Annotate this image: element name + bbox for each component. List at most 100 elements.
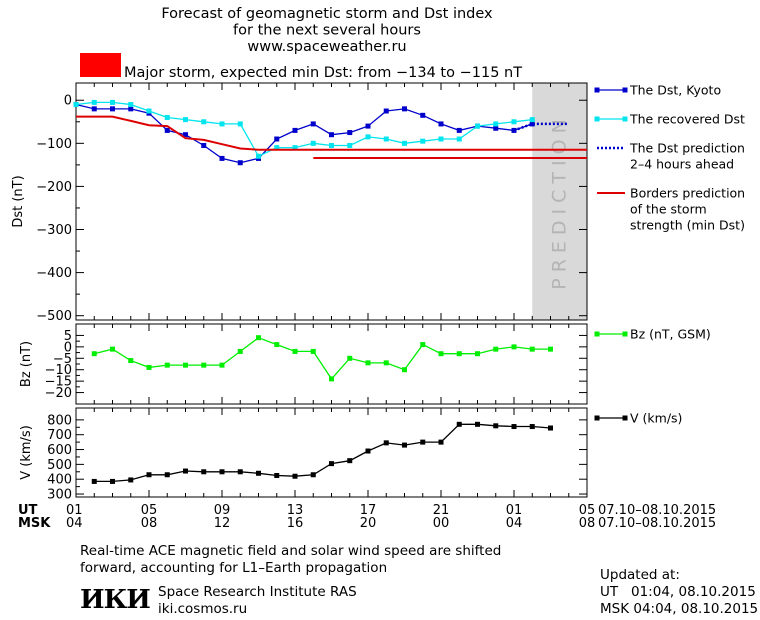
data-point bbox=[548, 346, 553, 352]
data-point bbox=[402, 140, 407, 146]
data-point bbox=[201, 142, 207, 148]
data-point bbox=[128, 358, 134, 364]
msk-date-range: 07.10–08.10.2015 bbox=[598, 516, 716, 531]
data-point bbox=[310, 472, 316, 478]
data-point bbox=[292, 145, 298, 151]
legend-marker bbox=[622, 116, 628, 122]
data-point bbox=[347, 130, 353, 136]
y-axis-label: Bz (nT) bbox=[19, 341, 34, 387]
data-point bbox=[237, 121, 243, 127]
data-point bbox=[511, 424, 517, 430]
legend-label: V (km/s) bbox=[630, 411, 682, 426]
prediction-band bbox=[532, 83, 587, 320]
legend-marker bbox=[622, 87, 628, 93]
data-point bbox=[183, 468, 188, 474]
title-line-2: for the next several hours bbox=[233, 23, 421, 39]
data-point bbox=[73, 102, 79, 108]
ut-tick-label: 17 bbox=[360, 503, 377, 518]
data-point bbox=[110, 106, 115, 112]
data-point bbox=[493, 121, 499, 127]
bz-nt-gsm-line bbox=[94, 336, 551, 380]
data-point bbox=[164, 127, 170, 133]
y-tick-label: 0 bbox=[64, 94, 72, 109]
data-point bbox=[329, 376, 334, 382]
data-point bbox=[456, 127, 462, 133]
data-point bbox=[420, 112, 426, 118]
data-point bbox=[310, 121, 316, 127]
msk-tick-label: 20 bbox=[360, 516, 377, 531]
iki-logo: ИКИ bbox=[80, 585, 151, 615]
data-point bbox=[146, 108, 152, 114]
data-point bbox=[548, 425, 553, 431]
legend-label: The recovered Dst bbox=[629, 112, 745, 127]
data-point bbox=[456, 351, 462, 357]
legend-label: The Dst, Kyoto bbox=[629, 83, 721, 98]
data-point bbox=[475, 351, 480, 357]
data-point bbox=[365, 134, 371, 140]
data-point bbox=[292, 127, 298, 133]
data-point bbox=[256, 153, 261, 159]
legend-marker bbox=[594, 415, 600, 421]
y-tick-label: 5 bbox=[64, 329, 72, 344]
data-point bbox=[383, 136, 389, 142]
panel-frame bbox=[75, 407, 588, 498]
data-point bbox=[347, 458, 353, 464]
legend-marker bbox=[622, 415, 628, 421]
data-point bbox=[493, 346, 499, 352]
legend-label: Borders prediction bbox=[630, 186, 745, 201]
data-point bbox=[201, 119, 207, 125]
legend-recovered-dst: The recovered Dst bbox=[594, 112, 745, 127]
ut-tick-label: 05 bbox=[579, 503, 596, 518]
updated-ut: UT 01:04, 08.10.2015 bbox=[600, 584, 756, 600]
data-point bbox=[329, 461, 334, 467]
legend-marker bbox=[594, 116, 600, 122]
data-point bbox=[219, 362, 225, 368]
data-point bbox=[128, 102, 134, 108]
legend-label: The Dst prediction bbox=[629, 141, 745, 156]
updated-label: Updated at: bbox=[600, 567, 680, 583]
v-km-s-line bbox=[94, 423, 551, 483]
data-point bbox=[110, 99, 115, 105]
data-point bbox=[110, 346, 115, 352]
y-tick-label: 600 bbox=[47, 443, 72, 458]
data-point bbox=[365, 360, 371, 366]
data-point bbox=[456, 421, 462, 427]
data-point bbox=[511, 119, 517, 125]
legend-marker bbox=[622, 331, 628, 337]
title-line-3: www.spaceweather.ru bbox=[247, 39, 406, 55]
msk-tick-label: 04 bbox=[66, 516, 83, 531]
legend-label: 2–4 hours ahead bbox=[630, 157, 734, 172]
data-point bbox=[237, 160, 243, 166]
data-point bbox=[91, 478, 97, 484]
data-point bbox=[237, 348, 243, 354]
data-point bbox=[493, 423, 499, 429]
msk-tick-label: 08 bbox=[141, 516, 158, 531]
y-tick-label: 700 bbox=[47, 428, 72, 443]
data-point bbox=[365, 448, 371, 454]
data-point bbox=[201, 362, 207, 368]
data-point bbox=[164, 362, 170, 368]
institute-website[interactable]: iki.cosmos.ru bbox=[158, 601, 248, 617]
y-tick-label: 0 bbox=[64, 340, 72, 355]
data-point bbox=[420, 439, 426, 445]
updated-msk: MSK 04:04, 08.10.2015 bbox=[600, 601, 759, 617]
data-point bbox=[329, 132, 334, 138]
the-dst-kyoto-line bbox=[75, 103, 533, 164]
ut-date-range: 07.10–08.10.2015 bbox=[598, 503, 716, 518]
data-point bbox=[128, 477, 134, 483]
y-axis-label: V (km/s) bbox=[19, 425, 34, 480]
data-point bbox=[365, 123, 371, 129]
legend-label: of the storm bbox=[630, 202, 707, 217]
data-point bbox=[347, 355, 353, 361]
data-point bbox=[183, 117, 188, 123]
y-tick-label: 400 bbox=[47, 473, 72, 488]
data-point bbox=[402, 106, 407, 112]
data-point bbox=[146, 472, 152, 478]
data-point bbox=[91, 351, 97, 357]
data-point bbox=[475, 421, 480, 427]
data-point bbox=[511, 344, 517, 350]
msk-tick-label: 12 bbox=[214, 516, 231, 531]
data-point bbox=[219, 155, 225, 161]
